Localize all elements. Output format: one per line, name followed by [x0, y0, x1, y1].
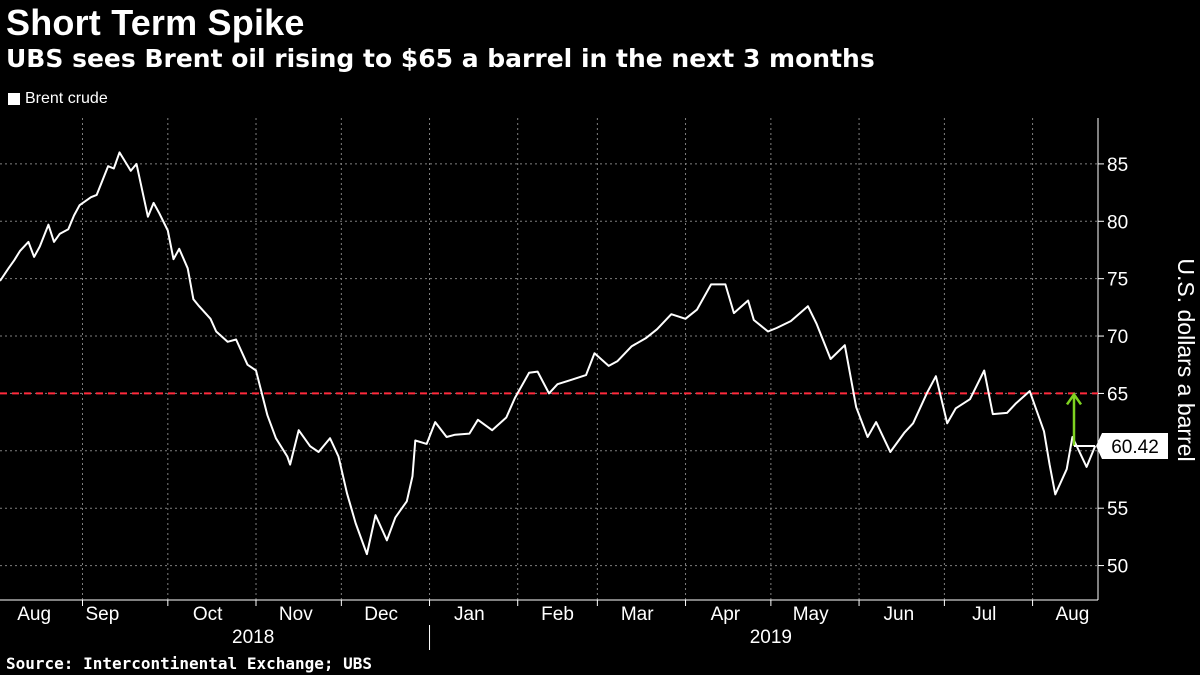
x-tick-label: Aug — [17, 604, 51, 625]
x-tick-label: Jun — [884, 604, 915, 625]
last-value-label: 60.42 — [1111, 437, 1159, 458]
x-tick-label: May — [793, 604, 829, 625]
x-tick-label: Dec — [364, 604, 398, 625]
chart-subtitle: UBS sees Brent oil rising to $65 a barre… — [6, 44, 875, 73]
x-tick-label: Aug — [1055, 604, 1089, 625]
x-tick-label: Jul — [972, 604, 996, 625]
x-tick-label: Mar — [621, 604, 654, 625]
legend: Brent crude — [8, 90, 108, 108]
forecast-arrow-head — [1065, 392, 1083, 406]
source-note: Source: Intercontinental Exchange; UBS — [6, 654, 373, 673]
chart-title: Short Term Spike — [6, 2, 305, 43]
x-tick-label: Feb — [541, 604, 574, 625]
brent-crude-line — [0, 151, 1097, 556]
axes: 5055606570758085AugSepOctNovDecJanFebMar… — [0, 118, 1168, 650]
x-tick-label: Oct — [193, 604, 223, 625]
y-tick-label: 55 — [1107, 499, 1128, 520]
legend-swatch — [8, 93, 20, 105]
x-tick-label: Nov — [279, 604, 313, 625]
plot-area — [0, 151, 1098, 556]
y-tick-label: 65 — [1107, 384, 1128, 405]
x-tick-label: Sep — [85, 604, 119, 625]
last-value-badge — [1096, 432, 1168, 459]
y-tick-label: 75 — [1107, 270, 1128, 291]
y-tick-label: 70 — [1107, 327, 1128, 348]
year-label: 2018 — [232, 627, 274, 648]
y-tick-label: 50 — [1107, 557, 1128, 578]
legend-label: Brent crude — [25, 90, 108, 107]
y-axis-label: U.S. dollars a barrel — [1173, 258, 1199, 461]
year-label: 2019 — [750, 627, 792, 648]
y-tick-label: 85 — [1107, 155, 1128, 176]
y-tick-label: 80 — [1107, 212, 1128, 233]
grid — [0, 118, 1098, 600]
x-tick-label: Apr — [711, 604, 741, 625]
x-tick-label: Jan — [454, 604, 485, 625]
